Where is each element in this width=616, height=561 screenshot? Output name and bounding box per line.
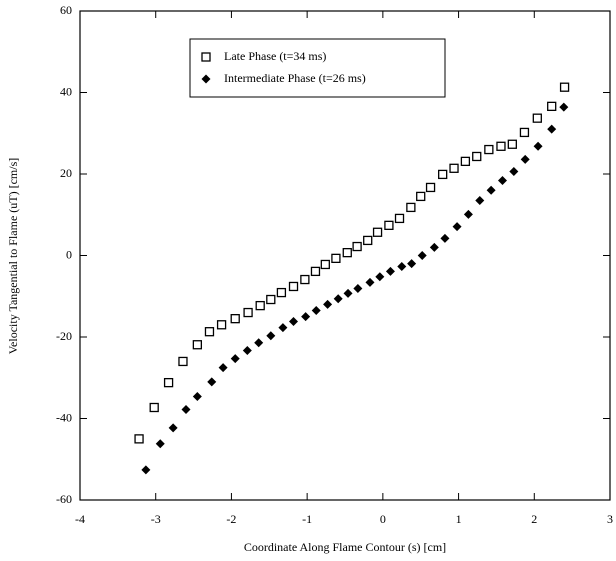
data-point <box>533 141 543 151</box>
data-point <box>278 323 288 333</box>
data-point <box>266 294 276 305</box>
data-point <box>416 191 426 202</box>
data-point <box>343 288 353 298</box>
data-point <box>406 202 416 213</box>
data-point <box>384 220 394 230</box>
data-point <box>363 235 373 246</box>
data-point <box>520 154 530 164</box>
data-point <box>460 156 471 167</box>
x-tick-label: 2 <box>531 512 537 526</box>
data-point <box>276 287 287 298</box>
data-point <box>417 251 427 260</box>
data-point <box>255 300 265 311</box>
data-point <box>181 405 191 415</box>
data-point <box>178 356 188 367</box>
y-tick-label: 40 <box>60 84 72 98</box>
y-tick-label: 60 <box>60 3 72 17</box>
data-point <box>438 169 448 180</box>
y-tick-label: -60 <box>56 492 72 506</box>
x-tick-label: 3 <box>607 512 613 526</box>
x-tick-label: 0 <box>380 512 386 526</box>
data-point <box>440 233 450 243</box>
data-point <box>134 434 144 444</box>
data-point <box>365 277 375 287</box>
data-point <box>559 102 569 112</box>
data-point <box>452 222 462 232</box>
data-point <box>243 307 253 318</box>
data-point <box>149 402 159 413</box>
data-point <box>311 306 321 316</box>
y-tick-label: 0 <box>66 247 72 261</box>
data-point <box>204 327 215 337</box>
y-tick-label: 20 <box>60 166 72 180</box>
data-point <box>300 274 310 285</box>
data-point <box>230 354 240 364</box>
data-point <box>509 167 519 177</box>
data-point <box>333 294 343 304</box>
data-point <box>486 185 496 195</box>
y-tick-label: -20 <box>56 329 72 343</box>
x-tick-label: -1 <box>302 512 312 526</box>
data-point <box>507 139 517 149</box>
x-axis-label: Coordinate Along Flame Contour (s) [cm] <box>244 540 446 554</box>
legend-box <box>189 38 446 98</box>
data-point <box>230 314 240 324</box>
data-point <box>155 439 165 449</box>
data-point <box>331 253 341 264</box>
x-tick-label: 1 <box>456 512 462 526</box>
data-point <box>429 242 439 252</box>
legend-marker <box>201 74 211 84</box>
data-point <box>484 144 494 155</box>
data-point <box>207 377 217 387</box>
data-point <box>375 272 385 282</box>
data-point <box>449 163 459 173</box>
data-point <box>288 281 299 292</box>
legend: Late Phase (t=34 ms) Intermediate Phase (… <box>189 38 446 98</box>
data-point <box>496 141 506 151</box>
data-point <box>168 423 178 433</box>
x-tick-label: -4 <box>75 512 85 526</box>
legend-marker <box>201 52 211 62</box>
data-point <box>301 312 311 322</box>
data-point <box>218 363 228 373</box>
x-tick-label: -2 <box>226 512 236 526</box>
data-point <box>532 113 542 123</box>
data-point <box>547 101 557 112</box>
data-point <box>463 209 473 219</box>
data-point <box>141 465 151 475</box>
data-point <box>559 82 570 92</box>
data-point <box>352 241 362 252</box>
legend-label: Late Phase (t=34 ms) <box>224 49 326 63</box>
legend-label: Intermediate Phase (t=26 ms) <box>224 71 366 85</box>
data-point <box>397 262 407 272</box>
data-point <box>192 340 203 350</box>
data-point <box>425 182 436 193</box>
data-point <box>323 299 333 309</box>
data-point <box>192 391 202 401</box>
y-axis-label: Velocity Tangential to Flame (uT) [cm/s] <box>6 158 20 355</box>
data-point <box>385 266 395 276</box>
y-tick-label: -40 <box>56 410 72 424</box>
data-point <box>254 338 264 348</box>
data-point <box>407 259 417 269</box>
data-point <box>320 259 330 270</box>
data-point <box>497 176 507 186</box>
data-point <box>163 377 174 388</box>
data-point <box>289 317 299 327</box>
x-tick-label: -3 <box>151 512 161 526</box>
data-point <box>547 124 557 134</box>
data-point <box>353 284 363 294</box>
data-point <box>310 266 321 277</box>
data-point <box>216 320 227 330</box>
data-point <box>475 195 485 205</box>
data-point <box>342 247 352 258</box>
data-point <box>519 127 530 138</box>
data-point <box>472 151 482 162</box>
data-point <box>372 227 383 237</box>
data-point <box>394 213 405 224</box>
data-point <box>266 331 276 341</box>
data-point <box>242 345 252 355</box>
